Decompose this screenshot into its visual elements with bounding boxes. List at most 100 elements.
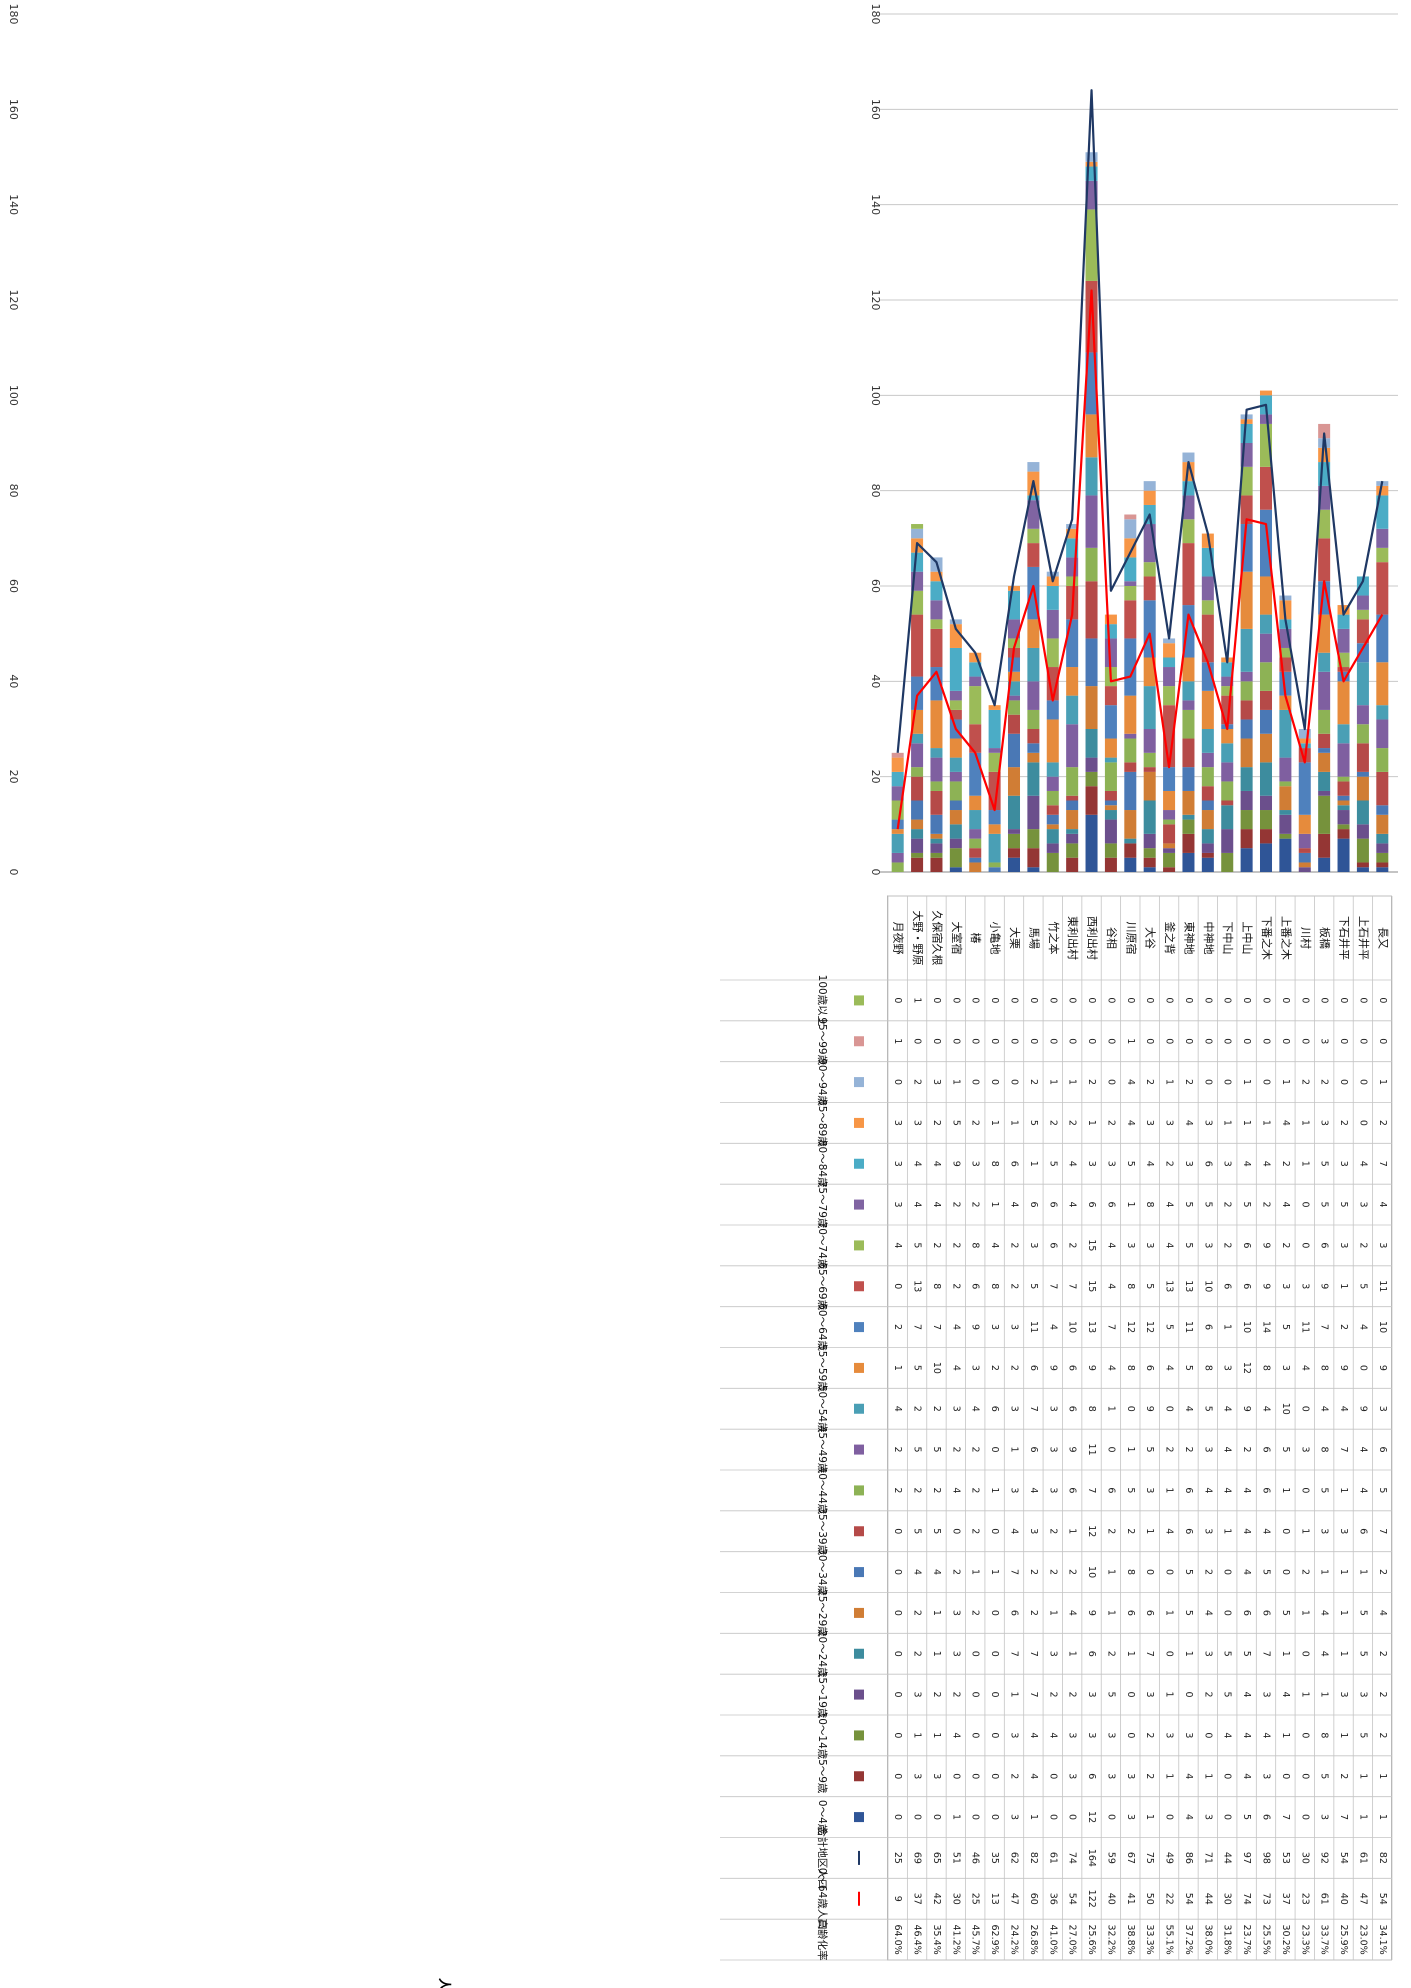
bar-segment	[1046, 719, 1059, 763]
legend-entry: 0～64歳人口	[816, 1868, 860, 1930]
bar-segment	[1279, 786, 1292, 811]
table-cell: 1	[1067, 1079, 1078, 1085]
table-cell: 0	[1144, 1569, 1155, 1575]
table-cell: 5	[1280, 1447, 1291, 1453]
bar-segment	[1356, 800, 1369, 825]
bar-segment	[1356, 743, 1369, 772]
table-cell: 7	[1319, 1324, 1330, 1330]
table-cell: 1	[1125, 1651, 1136, 1657]
table-cell: 2	[1377, 1569, 1388, 1575]
table-cell: 4	[912, 1161, 923, 1167]
bar-segment	[1318, 771, 1331, 791]
table-cell: 82	[1028, 1852, 1039, 1864]
bar-segment	[1376, 485, 1389, 496]
bar-segment	[969, 686, 982, 725]
bar-segment	[1298, 867, 1311, 872]
legend-entry: 25～29歳	[816, 1589, 864, 1637]
legend-swatch	[854, 1362, 864, 1373]
table-cell: 5	[912, 1242, 923, 1248]
table-cell: 1	[1028, 1161, 1039, 1167]
y-tick-top-40: 40	[869, 674, 882, 688]
bar-segment	[891, 829, 904, 834]
table-cell: 47	[1357, 1893, 1368, 1905]
table-cell: 6	[1028, 1202, 1039, 1208]
table-cell: 25.5%	[1261, 1924, 1272, 1954]
bar-segment	[1046, 776, 1059, 791]
legend-swatch	[854, 1607, 864, 1618]
table-cell: 2	[1183, 1447, 1194, 1453]
bar-segment	[911, 743, 924, 768]
bar-segment	[1007, 733, 1021, 768]
table-cell: 1	[1125, 1038, 1136, 1044]
bar-segment	[1221, 743, 1234, 763]
bar-segment	[1298, 852, 1311, 863]
table-cell: 3	[1144, 1242, 1155, 1248]
table-cell: 4	[1280, 1120, 1291, 1126]
bar-segment	[1066, 795, 1079, 801]
table-cell: 6	[1183, 1528, 1194, 1534]
table-cell: 59	[1105, 1852, 1116, 1864]
table-cell: 4	[1028, 1732, 1039, 1738]
table-cell: 4	[892, 1406, 903, 1412]
row-label: 40～44歳	[816, 1467, 828, 1515]
bar-segment	[1104, 800, 1117, 806]
bar-segment	[1143, 576, 1156, 601]
bar-segment	[1163, 790, 1176, 811]
table-cell: 4	[931, 1569, 942, 1575]
bar-segment	[1337, 829, 1350, 839]
bar-segment	[988, 862, 1001, 868]
table-cell: 1	[912, 997, 923, 1003]
table-cell: 44	[1222, 1852, 1233, 1864]
table-cell: 35	[989, 1852, 1000, 1864]
table-cell: 9	[1377, 1365, 1388, 1371]
bar-segment	[1027, 543, 1040, 567]
table-cell: 0	[892, 1692, 903, 1698]
table-cell: 2	[1047, 1528, 1058, 1534]
table-cell: 0	[950, 997, 961, 1003]
table-cell: 0	[1183, 997, 1194, 1003]
table-cell: 1	[1047, 1079, 1058, 1085]
table-cell: 4	[1009, 1202, 1020, 1208]
table-cell: 1	[1299, 1692, 1310, 1698]
bar-segment	[1066, 829, 1079, 834]
bar-segment	[1279, 838, 1292, 872]
table-cell: 7	[1028, 1692, 1039, 1698]
bar-segment	[988, 824, 1001, 834]
bar-segment	[930, 843, 943, 853]
table-cell: 10	[931, 1362, 942, 1374]
category-label: 谷相	[1105, 927, 1118, 949]
bar-segment	[1066, 800, 1079, 811]
bar-segment	[1085, 209, 1098, 281]
table-cell: 6	[1261, 1447, 1272, 1453]
table-cell: 0	[1338, 1038, 1349, 1044]
bar-segment	[1221, 762, 1234, 782]
bar-segment	[1182, 657, 1195, 682]
bar-segment	[1337, 743, 1350, 777]
table-cell: 23.0%	[1357, 1924, 1368, 1954]
bar-segment	[949, 781, 962, 801]
table-cell: 0	[1222, 1079, 1233, 1085]
table-cell: 2	[1028, 1079, 1039, 1085]
table-cell: 1	[1125, 1447, 1136, 1453]
table-cell: 7	[1338, 1814, 1349, 1820]
table-cell: 5	[1241, 1651, 1252, 1657]
table-cell: 0	[1299, 1814, 1310, 1820]
table-cell: 1	[1222, 1324, 1233, 1330]
table-cell: 4	[931, 1161, 942, 1167]
bar-segment	[1085, 161, 1098, 167]
legend-swatch	[854, 1485, 864, 1496]
table-cell: 1	[1377, 1773, 1388, 1779]
bar-segment	[1337, 776, 1350, 782]
y-tick-bottom-0: 0	[7, 869, 20, 876]
table-cell: 1	[1164, 1079, 1175, 1085]
bar-segment	[1104, 790, 1117, 801]
bar-segment	[949, 624, 962, 648]
table-cell: 2	[970, 1120, 981, 1126]
table-cell: 0	[950, 1773, 961, 1779]
category-label: 小亀地	[989, 922, 1003, 955]
table-cell: 6	[989, 1406, 1000, 1412]
bar-segment	[1318, 614, 1331, 653]
table-cell: 65	[931, 1852, 942, 1864]
bar-segment	[911, 857, 924, 872]
table-cell: 7	[1047, 1283, 1058, 1289]
